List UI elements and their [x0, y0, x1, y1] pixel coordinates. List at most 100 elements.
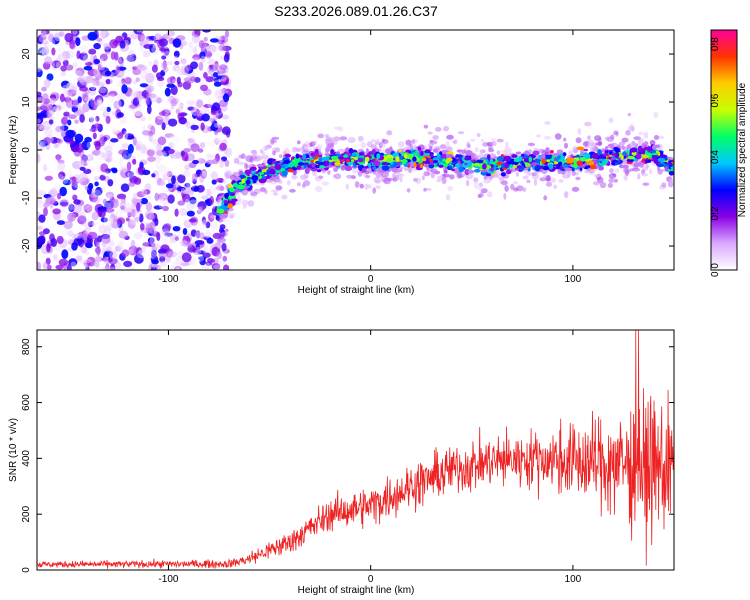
noise-blob — [115, 65, 120, 75]
noise-blob — [205, 204, 213, 210]
signal-blob — [540, 165, 544, 169]
halo-blob — [401, 147, 409, 151]
noise-blob — [179, 102, 184, 110]
noise-blob — [123, 260, 133, 268]
noise-blob — [105, 191, 115, 199]
halo-blob — [272, 150, 276, 156]
noise-blob — [117, 240, 125, 251]
noise-blob — [224, 147, 233, 158]
noise-blob — [160, 152, 168, 160]
noise-blob — [93, 176, 101, 181]
signal-blob — [504, 163, 509, 168]
noise-blob — [74, 119, 79, 124]
noise-blob — [184, 167, 191, 178]
signal-blob — [511, 154, 518, 158]
noise-blob — [124, 95, 130, 101]
noise-blob — [37, 186, 46, 192]
noise-blob — [175, 104, 184, 109]
halo-blob — [423, 187, 427, 192]
noise-blob — [151, 173, 156, 178]
halo-blob — [321, 181, 330, 186]
noise-blob — [205, 98, 211, 104]
noise-blob — [42, 40, 49, 45]
signal-blob — [372, 166, 377, 170]
signal-blob — [489, 158, 494, 164]
signal-blob — [324, 153, 331, 156]
noise-blob — [89, 116, 98, 124]
halo-blob — [383, 177, 392, 185]
halo-blob — [381, 139, 389, 144]
signal-blob — [664, 166, 669, 172]
halo-blob — [483, 179, 491, 184]
noise-blob — [63, 220, 73, 230]
noise-blob — [43, 164, 48, 172]
halo-blob — [653, 111, 659, 119]
halo-blob — [441, 144, 447, 152]
noise-blob — [185, 100, 196, 105]
noise-blob — [151, 64, 158, 73]
noise-blob — [175, 191, 181, 196]
noise-blob — [127, 135, 135, 140]
noise-blob — [201, 113, 210, 122]
signal-blob — [523, 154, 528, 159]
colorbar-tick-label: 0.2 — [710, 206, 721, 220]
noise-blob — [43, 43, 48, 54]
noise-blob — [219, 133, 227, 138]
noise-blob — [216, 240, 222, 249]
noise-blob — [201, 195, 209, 200]
noise-blob — [103, 43, 111, 50]
halo-blob — [220, 231, 228, 237]
noise-blob — [50, 88, 59, 94]
noise-blob — [208, 212, 215, 223]
noise-blob — [82, 54, 90, 64]
signal-blob — [419, 164, 424, 169]
noise-blob — [120, 205, 125, 210]
noise-blob — [198, 61, 204, 71]
noise-blob — [154, 218, 159, 226]
signal-blob — [482, 163, 487, 170]
noise-blob — [96, 241, 101, 248]
noise-blob — [131, 197, 138, 204]
halo-blob — [354, 181, 360, 188]
halo-blob — [642, 182, 650, 186]
signal-blob — [614, 147, 621, 153]
signal-blob — [232, 183, 238, 188]
noise-blob — [209, 195, 215, 205]
noise-blob — [62, 59, 69, 67]
signal-blob — [235, 189, 241, 193]
signal-blob — [540, 154, 546, 159]
noise-blob — [199, 142, 206, 149]
noise-blob — [48, 97, 57, 104]
noise-blob — [72, 70, 83, 77]
spectrogram-x-axis-label: Height of straight line (km) — [298, 285, 415, 296]
noise-blob — [164, 166, 174, 176]
noise-blob — [213, 264, 221, 270]
noise-blob — [192, 159, 199, 165]
noise-blob — [161, 238, 171, 245]
noise-blob — [192, 222, 197, 231]
colorbar-label: Normalized spectral amplitude — [737, 82, 748, 217]
noise-blob — [184, 164, 190, 171]
signal-blob — [249, 166, 257, 171]
noise-blob — [122, 207, 133, 214]
noise-blob — [134, 177, 142, 185]
noise-blob — [154, 153, 162, 163]
noise-blob — [118, 99, 125, 107]
noise-blob — [163, 231, 172, 237]
noise-blob — [77, 96, 82, 104]
signal-blob — [546, 159, 550, 163]
halo-blob — [648, 168, 653, 175]
noise-blob — [37, 140, 43, 149]
noise-blob — [133, 232, 143, 240]
noise-blob — [190, 229, 197, 237]
noise-blob — [190, 133, 196, 141]
noise-blob — [60, 65, 67, 72]
signal-blob — [626, 158, 634, 163]
noise-blob — [191, 34, 200, 44]
signal-blob — [308, 167, 312, 171]
noise-blob — [64, 232, 73, 242]
noise-blob — [201, 216, 206, 225]
noise-blob — [79, 114, 85, 123]
noise-blob — [108, 90, 118, 97]
noise-blob — [37, 47, 47, 56]
